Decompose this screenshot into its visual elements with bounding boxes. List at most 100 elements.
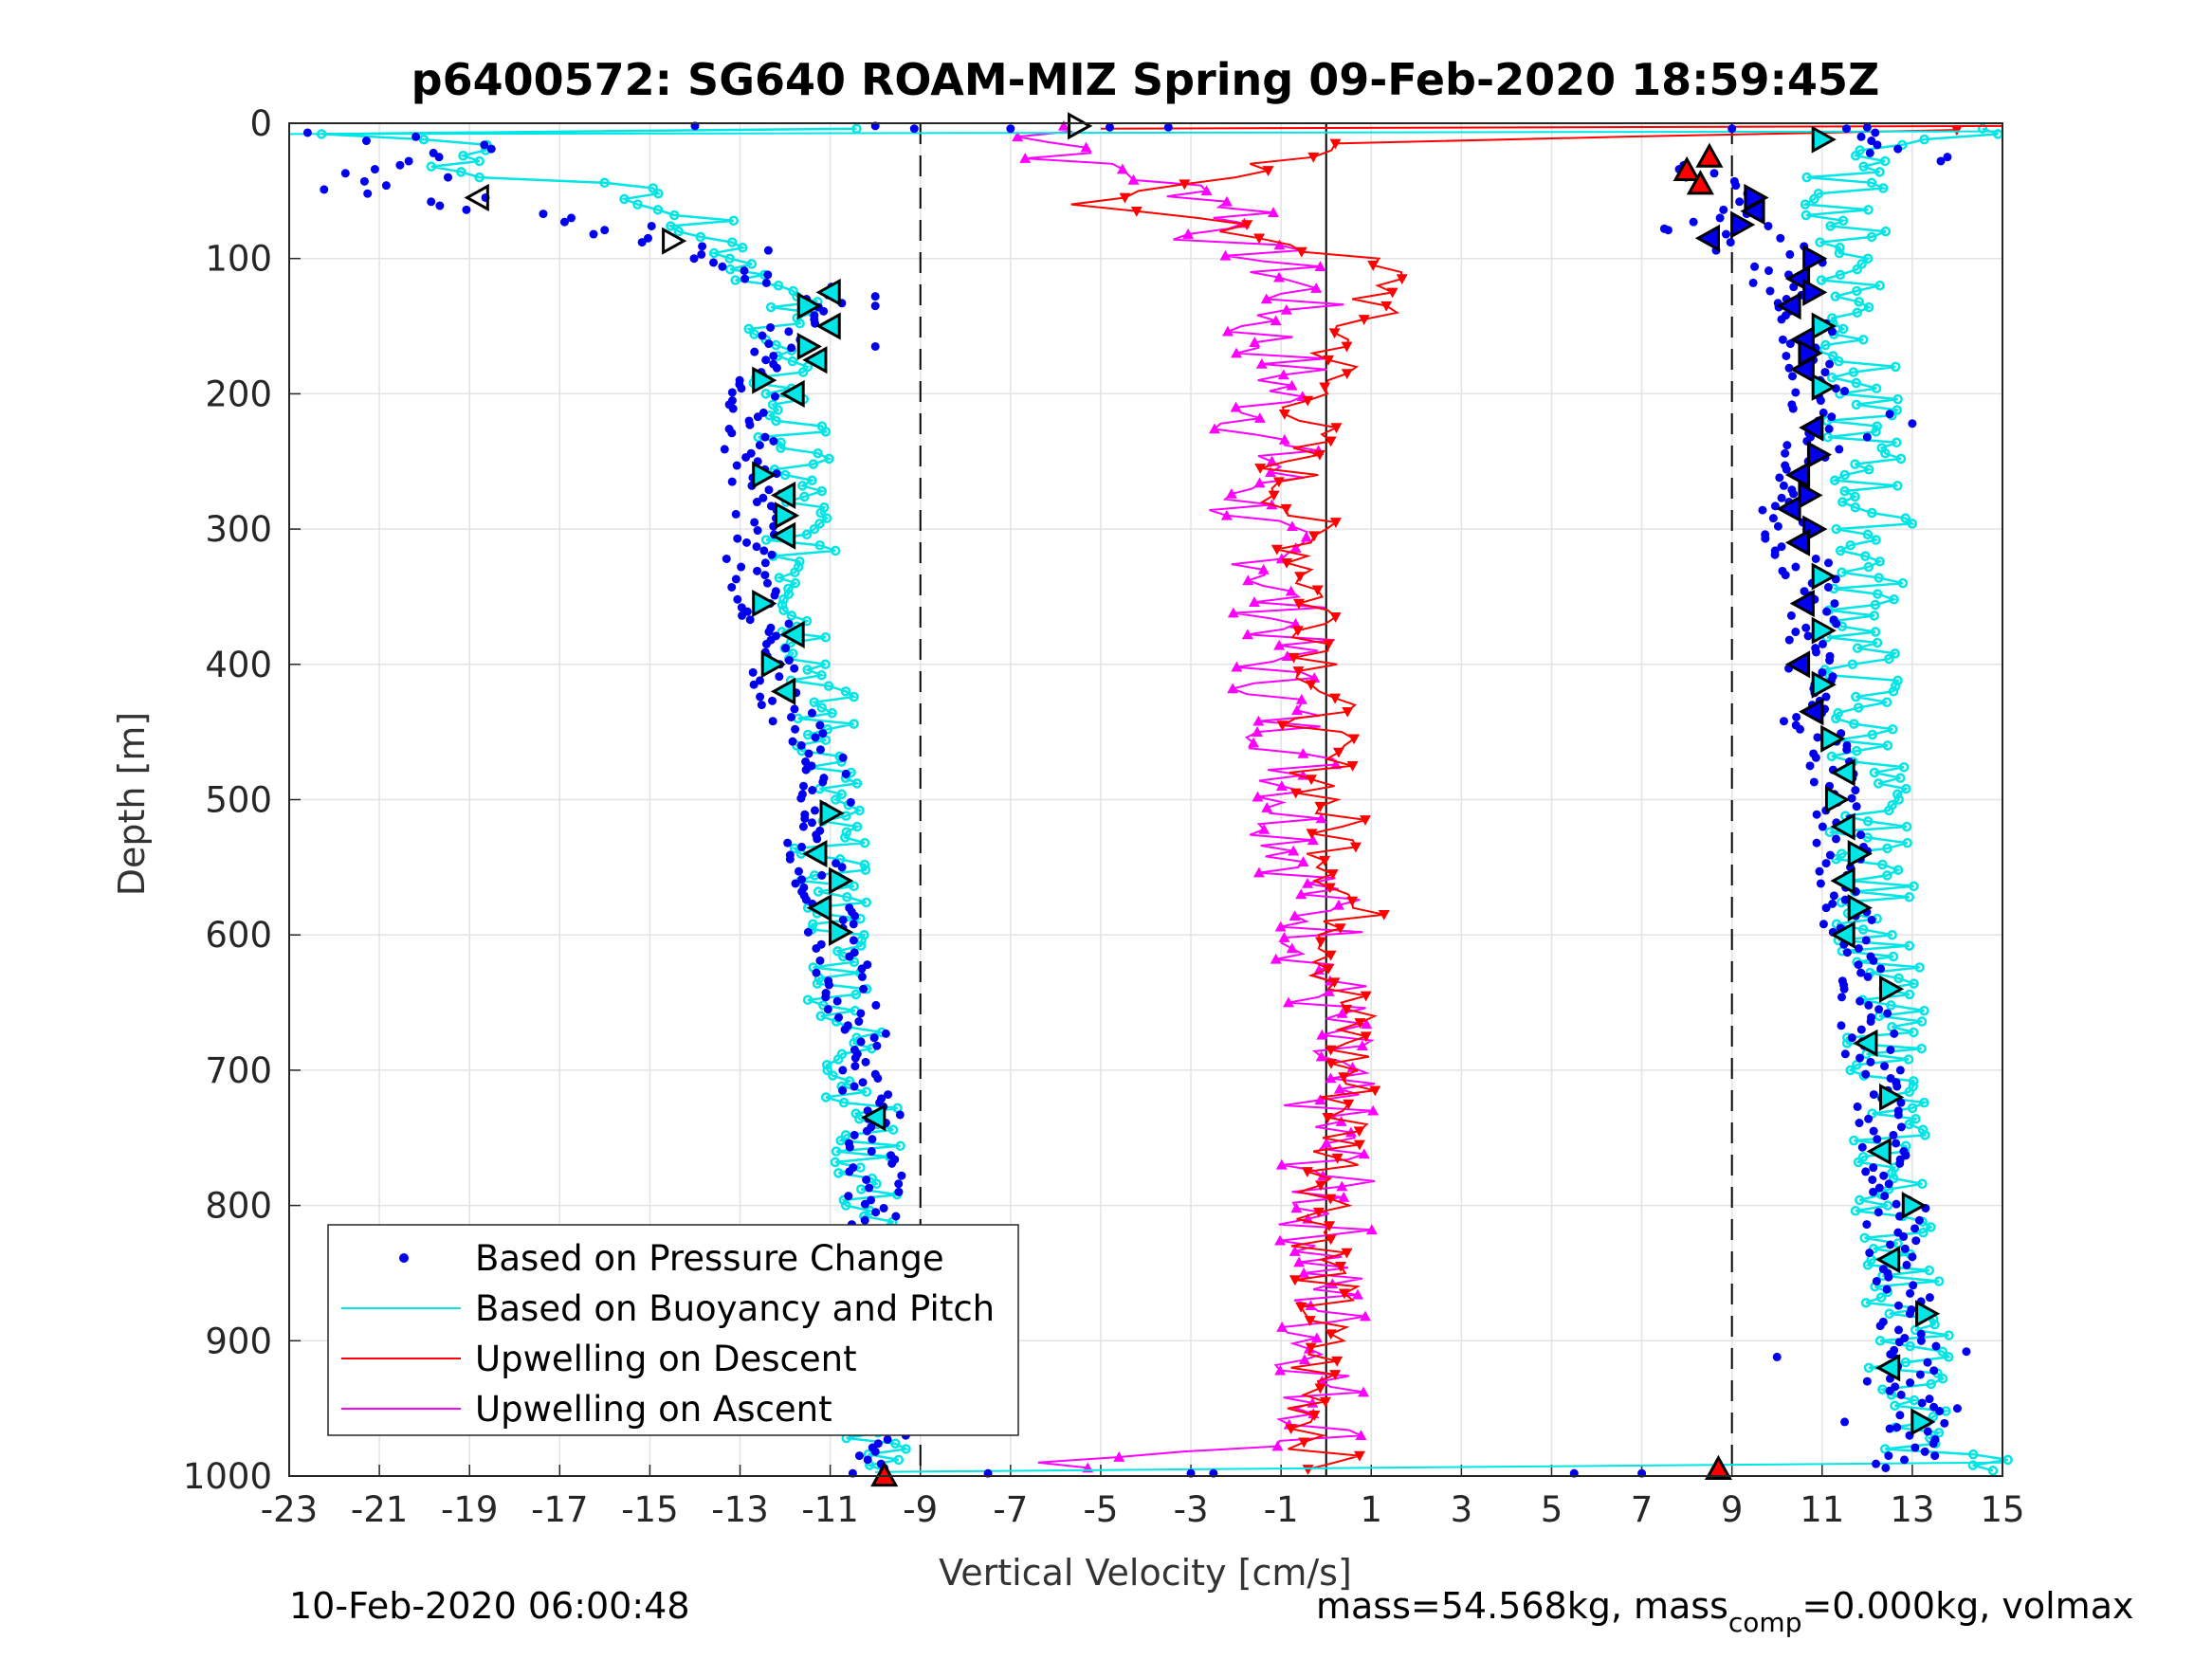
- pressure-change-descent-dot: [759, 493, 768, 502]
- buoyancy-pitch-descent-marker: [840, 832, 850, 843]
- upwelling-ascent-marker: [1113, 1451, 1125, 1462]
- pressure-change-descent-dot: [865, 1183, 874, 1193]
- pressure-change-descent-dot: [845, 952, 854, 961]
- buoyancy-pitch-descent-marker: [828, 1070, 838, 1081]
- upwelling-ascent-marker: [1314, 1094, 1326, 1105]
- x-tick-label: -5: [1083, 1489, 1118, 1530]
- upwelling-descent-marker: [1386, 287, 1398, 299]
- pressure-change-descent-dot: [404, 156, 413, 166]
- pressure-change-descent-dot: [909, 124, 919, 134]
- pressure-change-descent-dot: [434, 153, 444, 162]
- descent-direction-marker: [796, 292, 822, 320]
- buoyancy-pitch-ascent-marker: [1900, 513, 1910, 523]
- buoyancy-pitch-ascent-marker: [1967, 1449, 1979, 1460]
- x-tick-label: -3: [1174, 1489, 1209, 1530]
- buoyancy-pitch-descent-marker: [418, 134, 430, 145]
- ascent-direction-marker: [1875, 1354, 1901, 1382]
- pressure-change-ascent-dot: [1869, 956, 1878, 965]
- upwelling-descent-marker: [1325, 950, 1337, 961]
- upwelling-descent-marker: [1325, 1058, 1337, 1069]
- pressure-change-descent-dot: [567, 213, 576, 223]
- upwelling-descent-marker: [1329, 518, 1342, 528]
- pressure-change-descent-dot: [810, 806, 819, 815]
- descent-direction-marker: [774, 501, 800, 530]
- upwelling-descent-marker: [1325, 1045, 1337, 1056]
- pressure-change-ascent-dot: [1886, 1045, 1895, 1054]
- buoyancy-pitch-ascent-marker: [1887, 1168, 1897, 1178]
- pressure-change-ascent-dot: [1884, 1179, 1893, 1189]
- pressure-change-descent-dot: [813, 834, 822, 844]
- buoyancy-pitch-descent-marker: [871, 1178, 882, 1190]
- pressure-change-ascent-dot: [1811, 647, 1820, 657]
- pressure-change-descent-dot: [849, 936, 858, 945]
- buoyancy-pitch-ascent-marker: [1869, 611, 1880, 621]
- buoyancy-pitch-ascent-marker: [1901, 821, 1912, 832]
- upwelling-ascent-marker: [1298, 1267, 1310, 1278]
- pressure-change-descent-dot: [320, 185, 329, 194]
- pressure-change-ascent-dot: [1841, 124, 1851, 134]
- buoyancy-pitch-ascent-marker: [1837, 497, 1848, 507]
- upwelling-descent-marker: [1295, 1302, 1307, 1313]
- pressure-change-ascent-dot: [1910, 1224, 1920, 1233]
- pressure-change-ascent-dot: [1821, 692, 1831, 702]
- pressure-change-ascent-dot: [1864, 1114, 1874, 1123]
- upwelling-ascent-marker: [1315, 812, 1327, 824]
- pressure-change-descent-dot: [871, 1208, 881, 1217]
- upwelling-descent-marker: [1313, 449, 1325, 461]
- pressure-change-ascent-dot: [1782, 441, 1792, 450]
- pressure-change-descent-dot: [761, 356, 771, 365]
- pressure-change-ascent-dot: [1788, 372, 1798, 381]
- surface-red-line: [1100, 124, 2003, 130]
- upwelling-ascent-marker: [1295, 693, 1307, 704]
- buoyancy-pitch-descent-marker: [774, 573, 785, 583]
- pressure-change-ascent-dot: [1779, 717, 1788, 726]
- pressure-change-ascent-dot: [1906, 1378, 1915, 1388]
- buoyancy-pitch-ascent-marker: [1867, 507, 1877, 519]
- pressure-change-descent-dot: [790, 704, 799, 714]
- pressure-change-ascent-dot: [1818, 639, 1827, 648]
- upwelling-ascent-marker: [1289, 1246, 1301, 1256]
- buoyancy-pitch-descent-marker: [851, 821, 863, 832]
- pressure-change-ascent-dot: [1815, 866, 1824, 876]
- buoyancy-pitch-descent-marker: [807, 475, 817, 485]
- descent-direction-marker: [870, 1461, 899, 1487]
- buoyancy-pitch-ascent-marker: [1943, 1352, 1954, 1362]
- buoyancy-pitch-ascent-marker: [1882, 870, 1892, 881]
- buoyancy-pitch-ascent-marker: [1901, 783, 1911, 794]
- upwelling-ascent-marker: [1359, 1310, 1371, 1322]
- buoyancy-pitch-ascent-marker: [1863, 561, 1874, 573]
- descent-direction-marker: [779, 620, 805, 648]
- pressure-change-ascent-dot: [1792, 712, 1801, 721]
- pressure-change-ascent-dot: [1896, 1098, 1906, 1107]
- buoyancy-pitch-descent-marker: [849, 957, 860, 967]
- buoyancy-pitch-ascent-marker: [1831, 523, 1841, 535]
- buoyancy-pitch-descent-marker: [822, 1065, 832, 1076]
- pressure-change-descent-dot: [359, 176, 369, 186]
- chart-title: p6400572: SG640 ROAM-MIZ Spring 09-Feb-2…: [411, 54, 1880, 105]
- pressure-change-descent-dot: [858, 1078, 868, 1087]
- pressure-change-ascent-dot: [1709, 169, 1719, 178]
- buoyancy-pitch-descent-marker: [831, 1146, 842, 1157]
- buoyancy-pitch-ascent-marker: [1874, 573, 1884, 583]
- buoyancy-pitch-ascent-marker: [1917, 1178, 1928, 1190]
- pressure-change-ascent-dot: [1856, 996, 1865, 1006]
- buoyancy-pitch-ascent-marker: [1904, 989, 1915, 1000]
- pressure-change-ascent-dot: [1748, 278, 1758, 287]
- buoyancy-pitch-ascent-marker: [1892, 789, 1903, 800]
- buoyancy-pitch-ascent-marker: [1860, 1298, 1872, 1308]
- buoyancy-pitch-ascent-marker: [1883, 805, 1894, 816]
- mass-rest: =0.000kg, volmax: [1801, 1585, 2134, 1627]
- buoyancy-pitch-ascent-marker: [1854, 297, 1864, 307]
- buoyancy-pitch-ascent-marker: [1926, 1378, 1936, 1390]
- buoyancy-pitch-ascent-marker: [1910, 1114, 1921, 1124]
- pressure-change-ascent-dot: [1889, 1130, 1898, 1139]
- buoyancy-pitch-ascent-marker: [1857, 924, 1869, 935]
- pressure-change-descent-dot: [819, 306, 829, 316]
- ascent-direction-marker: [1875, 1246, 1901, 1274]
- pressure-change-ascent-dot: [1785, 339, 1795, 349]
- pressure-change-descent-dot: [850, 1062, 860, 1071]
- upwelling-ascent-marker: [1225, 487, 1237, 499]
- pressure-change-ascent-dot: [1789, 283, 1799, 292]
- pressure-change-descent-dot: [823, 1005, 832, 1014]
- surface-line: [288, 130, 2003, 136]
